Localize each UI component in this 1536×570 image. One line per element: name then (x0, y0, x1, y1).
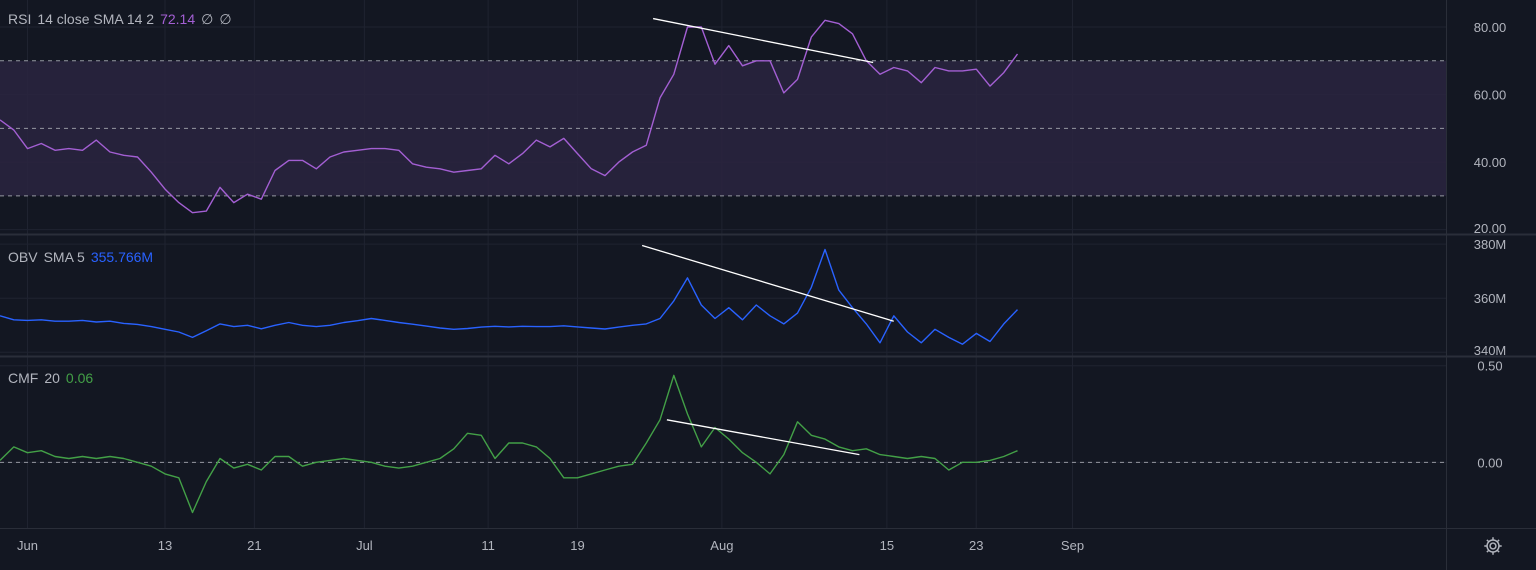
rsi-legend[interactable]: RSI 14 close SMA 14 2 72.14 ∅ ∅ (8, 11, 238, 28)
x-tick-label-3: Jul (356, 538, 373, 553)
x-tick-label-1: 13 (158, 538, 172, 553)
x-tick-label-0: Jun (17, 538, 38, 553)
rsi-series-line (0, 19, 1019, 214)
rsi-legend-extra2: ∅ (219, 11, 232, 27)
cmf-legend-params: 20 (44, 370, 60, 386)
x-tick-label-7: 15 (880, 538, 894, 553)
x-tick-label-9: Sep (1061, 538, 1084, 553)
obv-ytick-label-0: 380M (1474, 237, 1507, 252)
cmf-ytick-label-0: 0.50 (1477, 359, 1502, 374)
rsi-trendline-0 (652, 17, 874, 64)
obv-legend-params: SMA 5 (43, 249, 85, 265)
cmf-ytick-label-1: 0.00 (1477, 455, 1502, 470)
rsi-legend-params: 14 close SMA 14 2 (37, 11, 155, 27)
gear-icon[interactable] (1482, 535, 1504, 557)
rsi-legend-extra1: ∅ (201, 11, 214, 27)
rsi-ytick-label-3: 20.00 (1474, 221, 1507, 236)
cmf-legend-label: CMF (8, 370, 39, 386)
obv-legend[interactable]: OBV SMA 5 355.766M (8, 249, 159, 265)
rsi-legend-value: 72.14 (160, 11, 196, 27)
obv-trendline-0 (641, 244, 894, 322)
x-tick-label-8: 23 (969, 538, 983, 553)
rsi-ytick-label-2: 40.00 (1474, 155, 1507, 170)
cmf-trendline-0 (666, 419, 860, 456)
obv-legend-value: 355.766M (90, 249, 154, 265)
obv-series-line (0, 248, 1019, 345)
cmf-series-line (0, 374, 1018, 514)
obv-ytick-label-2: 340M (1474, 343, 1507, 358)
cmf-legend[interactable]: CMF 20 0.06 (8, 370, 99, 386)
x-tick-label-4: 11 (481, 538, 495, 553)
rsi-ytick-label-0: 80.00 (1474, 20, 1507, 35)
rsi-ytick-label-1: 60.00 (1474, 88, 1507, 103)
rsi-legend-label: RSI (8, 11, 32, 27)
obv-ytick-label-1: 360M (1474, 291, 1507, 306)
cmf-legend-value: 0.06 (65, 370, 94, 386)
x-tick-label-6: Aug (710, 538, 733, 553)
obv-legend-label: OBV (8, 249, 38, 265)
x-tick-label-2: 21 (247, 538, 261, 553)
x-tick-label-5: 19 (570, 538, 584, 553)
